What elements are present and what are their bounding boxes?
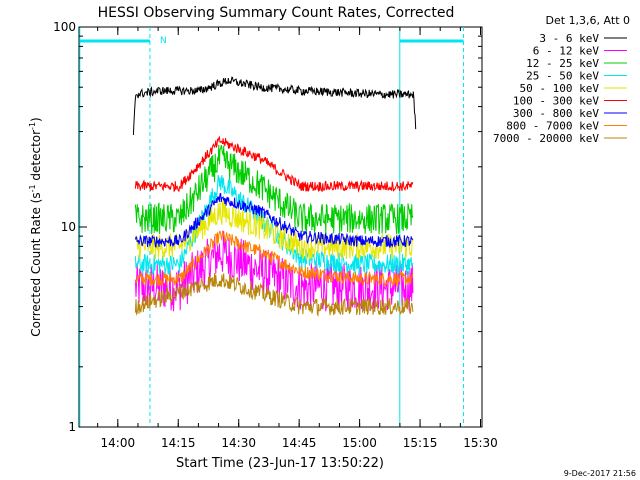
legend-label: 800 - 7000 keV (506, 120, 599, 133)
x-tick-label: 15:15 (403, 436, 438, 450)
x-tick-label: 14:45 (282, 436, 317, 450)
legend-label: 50 - 100 keV (520, 82, 600, 95)
x-tick-label: 15:30 (463, 436, 498, 450)
legend-label: 25 - 50 keV (526, 70, 599, 83)
series-line (135, 137, 413, 191)
legend-label: 7000 - 20000 keV (493, 132, 599, 145)
series-layer (133, 77, 415, 315)
legend-item: 7000 - 20000 keV (493, 132, 627, 145)
x-tick-label: 14:30 (221, 436, 256, 450)
y-tick-label: 1 (68, 420, 76, 434)
legend-label: 300 - 800 keV (513, 107, 599, 120)
y-tick-label: 100 (53, 20, 76, 34)
series-line (133, 77, 415, 135)
legend-header: Det 1,3,6, Att 0 (546, 14, 630, 27)
y-axis-label-end: ) (29, 117, 43, 122)
legend-item: 6 - 12 keV (533, 45, 627, 58)
legend-item: 800 - 7000 keV (506, 120, 627, 133)
legend-label: 100 - 300 keV (513, 95, 599, 108)
legend-label: 6 - 12 keV (533, 45, 600, 58)
legend-item: 25 - 50 keV (526, 70, 627, 83)
y-axis-label-sup: -1 (28, 184, 37, 192)
y-axis-label-main: Corrected Count Rate (s (29, 192, 43, 336)
legend-item: 12 - 25 keV (526, 57, 627, 70)
y-axis-label: Corrected Count Rate (s-1 detector-1) (28, 117, 43, 336)
night-marker-label: N (160, 36, 167, 46)
legend-label: 3 - 6 keV (539, 32, 599, 45)
x-axis-label: Start Time (23-Jun-17 13:50:22) (176, 456, 384, 471)
legend-item: 3 - 6 keV (539, 32, 627, 45)
x-tick-label: 14:15 (161, 436, 196, 450)
y-axis-label-mid: detector (29, 130, 43, 185)
x-tick-label: 15:00 (342, 436, 377, 450)
x-tick-label: 14:00 (101, 436, 136, 450)
legend-label: 12 - 25 keV (526, 57, 599, 70)
y-axis-label-sup2: -1 (28, 122, 37, 130)
legend-item: 50 - 100 keV (520, 82, 627, 95)
y-tick-label: 10 (61, 220, 76, 234)
legend-item: 100 - 300 keV (513, 95, 627, 108)
timestamp: 9-Dec-2017 21:56 (564, 469, 636, 478)
legend-item: 300 - 800 keV (513, 107, 627, 120)
chart-title: HESSI Observing Summary Count Rates, Cor… (98, 5, 455, 21)
